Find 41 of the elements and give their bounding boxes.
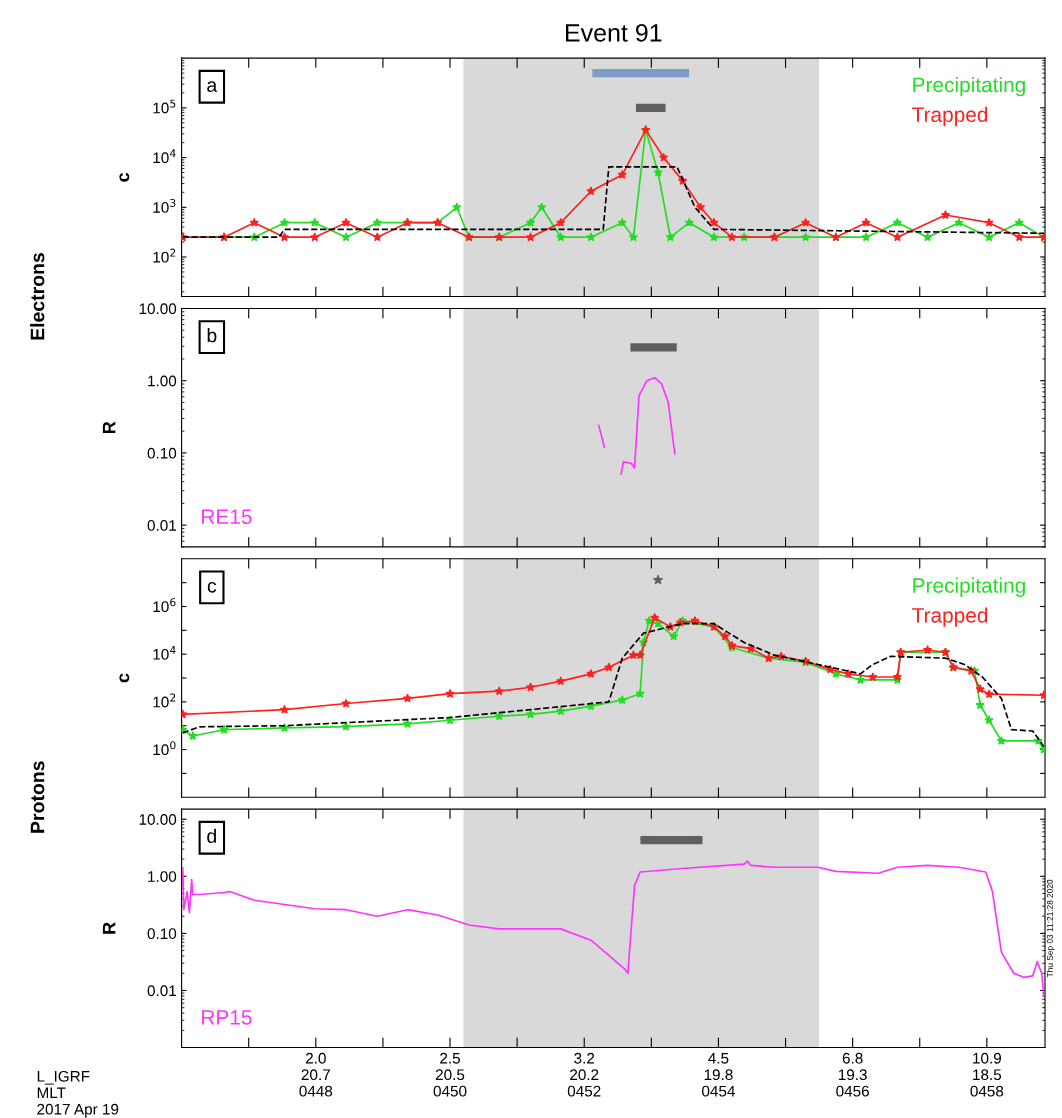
- y-tick-label: 10.00: [139, 303, 177, 315]
- x-tick-label: 3.2 20.2 0452: [567, 1052, 601, 1097]
- y-tick-label: 0.10: [147, 928, 177, 940]
- y-tick-label: 1.00: [148, 871, 177, 882]
- text: L_IGRF MLT 2017 Apr 19: [37, 1070, 119, 1118]
- y-tick-label: 1.00: [148, 375, 177, 387]
- text: Precipitating: [913, 76, 1025, 97]
- annotation: d: [207, 828, 216, 843]
- y-tick-label: 10$^{4}$: [153, 645, 176, 660]
- text: Electrons: [30, 253, 45, 340]
- x-tick-label: 2.0 20.7 0448: [299, 1052, 333, 1097]
- text: RP15: [202, 1010, 252, 1025]
- y-axis-title: R: [102, 421, 116, 433]
- annotation: c: [207, 581, 217, 593]
- y-tick-label: 10$^{3}$: [153, 198, 176, 213]
- y-tick-label: 10$^{5}$: [153, 99, 176, 114]
- x-tick-label: 6.8 19.3 0456: [836, 1052, 869, 1097]
- y-tick-label: 10$^{2}$: [153, 248, 176, 263]
- chart-title: Event 91: [566, 24, 662, 42]
- annotation: a: [207, 81, 218, 92]
- y-tick-label: 0.10: [147, 447, 177, 459]
- text: Precipitating: [913, 577, 1025, 597]
- y-axis-title: c: [119, 673, 130, 683]
- y-tick-label: 10$^{2}$: [153, 693, 176, 708]
- series-label: Trapped: [912, 607, 988, 627]
- y-tick-label: 10$^{6}$: [153, 598, 176, 613]
- annotation: b: [207, 328, 217, 343]
- y-axis-title: c: [119, 172, 130, 182]
- text: Protons: [30, 761, 45, 833]
- y-axis-title: R: [102, 922, 116, 934]
- x-tick-label: 10.9 18.5 0458: [970, 1052, 1004, 1097]
- text: RE15: [202, 509, 252, 525]
- text: Trapped: [912, 106, 988, 127]
- y-tick-label: 10$^{0}$: [153, 741, 176, 756]
- y-tick-label: 0.01: [147, 520, 176, 531]
- y-tick-label: 10$^{4}$: [153, 149, 176, 164]
- text: Thu Sep 03 11:21:28 2020: [1046, 879, 1055, 978]
- x-tick-label: 2.5 20.5 0450: [433, 1052, 467, 1097]
- y-tick-label: 0.01: [147, 985, 176, 997]
- y-tick-label: 10.00: [139, 814, 177, 825]
- x-tick-label: 4.5 19.8 0454: [702, 1052, 735, 1097]
